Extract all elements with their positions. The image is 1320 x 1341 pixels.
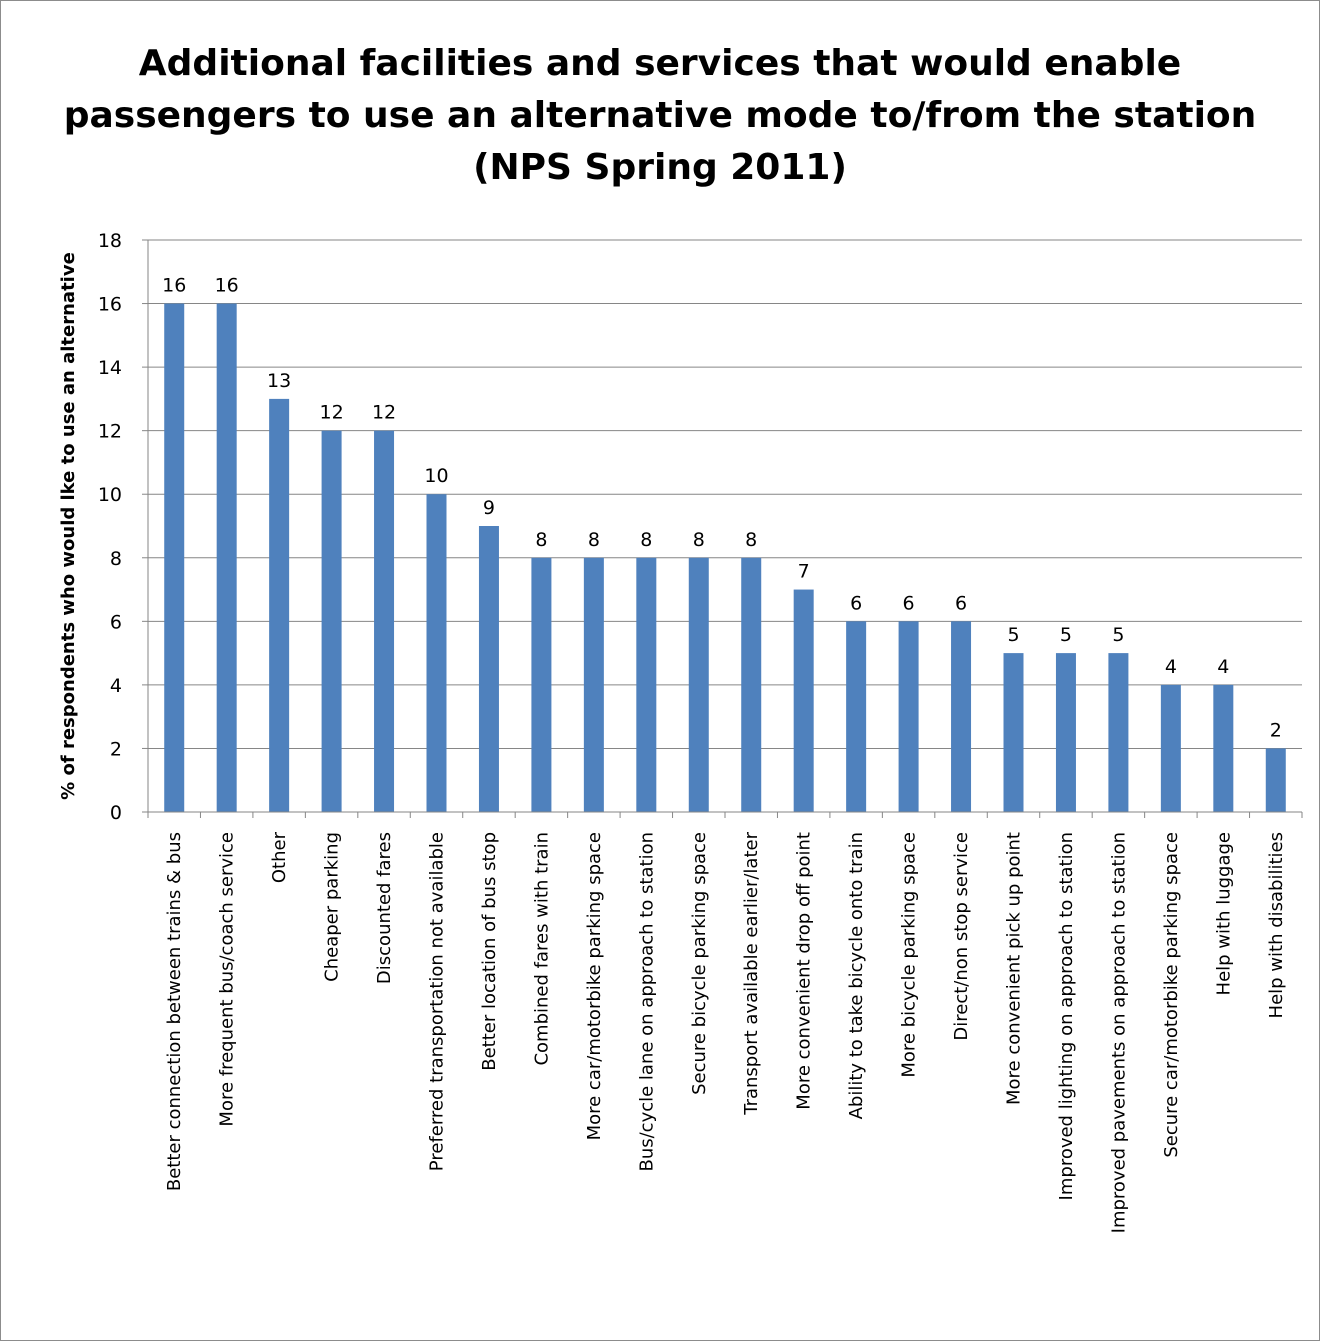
y-tick-label: 0 [110,802,122,824]
bar [426,494,447,812]
bar [164,303,185,812]
category-label: Improved pavements on approach to statio… [1108,832,1129,1233]
y-tick-label: 18 [98,230,122,252]
category-label: Bus/cycle lane on approach to station [636,832,657,1172]
data-label: 5 [1007,624,1019,646]
bar [1265,748,1286,812]
bar [374,430,395,812]
category-label: More bicycle parking space [899,832,920,1078]
data-label: 6 [850,592,862,614]
bar [1160,684,1181,812]
bar [688,557,709,812]
category-label: More car/motorbike parking space [584,832,605,1140]
data-label: 12 [372,402,396,424]
data-label: 9 [483,497,495,519]
category-label: Secure car/motorbike parking space [1161,832,1182,1158]
y-tick-label: 12 [98,421,122,443]
category-label: Combined fares with train [531,832,552,1066]
y-tick-label: 16 [98,294,122,316]
data-label: 8 [588,529,600,551]
data-label: 10 [424,465,448,487]
data-label: 8 [535,529,547,551]
bar [583,557,604,812]
data-label: 6 [955,592,967,614]
data-label: 12 [319,402,343,424]
bars [164,303,1286,812]
gridlines [148,239,1302,749]
data-label: 2 [1270,719,1282,741]
y-tick-label: 8 [110,548,122,570]
bar [1003,653,1024,812]
category-label: Cheaper parking [322,832,343,982]
category-label: Better connection between trains & bus [164,832,185,1191]
chart-title: Additional facilities and services that … [63,43,1257,188]
category-label: Transport available earlier/later [741,831,762,1115]
axes [142,239,1303,818]
data-label: 4 [1165,656,1177,678]
category-label: More convenient drop off point [794,832,815,1110]
bar [951,621,972,812]
bar [321,430,342,812]
category-label: Ability to take bicycle onto train [846,832,867,1119]
category-label: Preferred transportation not available [427,832,448,1171]
data-label: 5 [1112,624,1124,646]
data-label: 8 [693,529,705,551]
category-label: Better location of bus stop [479,832,500,1071]
bar [478,526,499,812]
data-label: 5 [1060,624,1072,646]
data-label: 6 [903,592,915,614]
category-label: Improved lighting on approach to station [1056,832,1077,1200]
bar [1108,653,1129,812]
bar [216,303,237,812]
bar [531,557,552,812]
bar [741,557,762,812]
bar [636,557,657,812]
bar [793,589,814,812]
category-label: Secure bicycle parking space [689,832,710,1095]
data-label: 4 [1217,656,1229,678]
data-label: 8 [640,529,652,551]
bar [1055,653,1076,812]
y-tick-label: 2 [110,738,122,760]
category-label: Discounted fares [374,832,395,984]
bar [1213,684,1234,812]
category-label: More frequent bus/coach service [217,832,238,1127]
y-tick-label: 4 [110,675,122,697]
data-label: 16 [162,275,186,297]
labels: 0 2 4 6 8 10 12 14 16 18 16 Better connection betwe… [98,230,1287,1233]
category-label: More convenient pick up point [1004,832,1025,1105]
category-label: Other [269,831,290,883]
y-tick-label: 10 [98,484,122,506]
y-tick-label: 6 [110,611,122,633]
data-label: 7 [798,561,810,583]
y-tick-label: 14 [98,357,122,379]
bar [898,621,919,812]
data-label: 13 [267,370,291,392]
category-label: Direct/non stop service [951,832,972,1041]
bar [846,621,867,812]
y-axis-title: % of respondents who would lke to use an… [58,252,79,800]
bar [269,398,290,812]
category-label: Help with luggage [1213,832,1234,995]
category-label: Help with disabilities [1266,832,1287,1018]
data-label: 8 [745,529,757,551]
data-label: 16 [215,275,239,297]
